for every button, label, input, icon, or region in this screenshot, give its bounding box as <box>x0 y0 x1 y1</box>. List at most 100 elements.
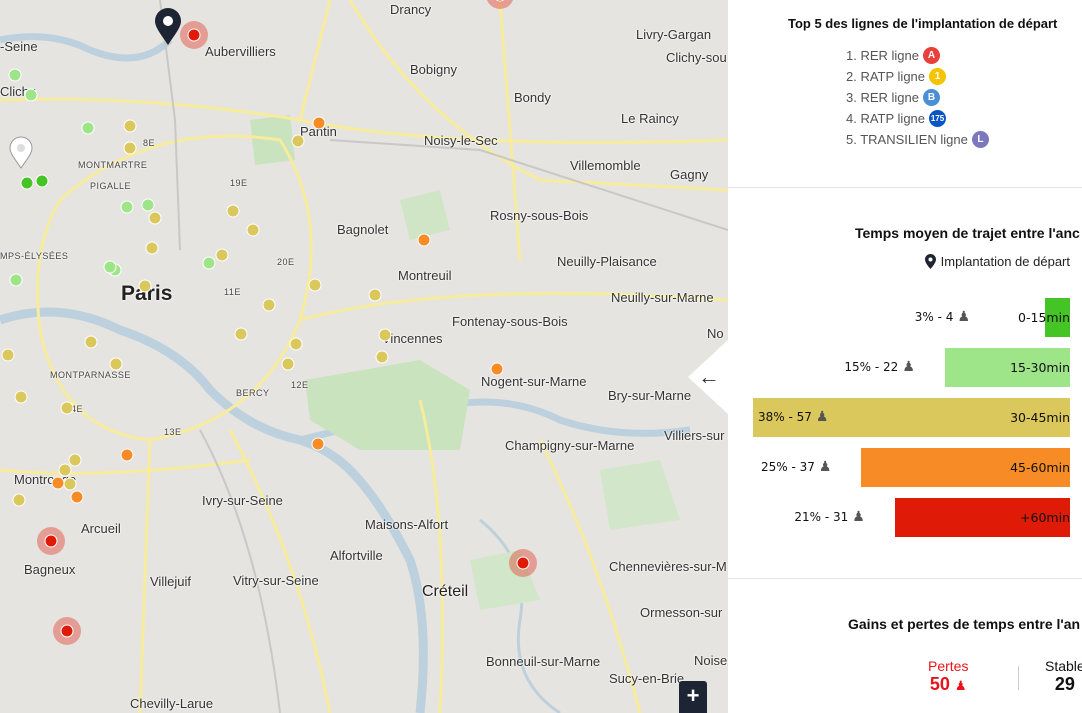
bar <box>1044 298 1070 337</box>
stable-stat: Stable 29 <box>1045 658 1082 695</box>
bar <box>861 448 1070 487</box>
place-label: PIGALLE <box>90 181 132 191</box>
map-marker[interactable] <box>246 223 260 237</box>
map-marker[interactable] <box>81 121 95 135</box>
place-label: 20E <box>277 257 295 267</box>
top-line-item: 3. RER ligne B <box>846 87 989 108</box>
map-marker-cluster[interactable] <box>180 21 208 49</box>
map-marker[interactable] <box>262 298 276 312</box>
place-label: Paris <box>121 282 173 305</box>
map-pin-icon <box>924 254 936 269</box>
person-icon: ♟ <box>957 309 970 325</box>
place-label: Livry-Gargan <box>636 27 712 42</box>
map-marker[interactable] <box>312 116 326 130</box>
bar-value: 21% - 31 <box>794 510 849 524</box>
place-label: Champigny-sur-Marne <box>505 438 635 453</box>
place-label: Nogent-sur-Marne <box>481 374 587 389</box>
map-marker[interactable] <box>311 437 325 451</box>
map-marker[interactable] <box>291 134 305 148</box>
place-label: 4E <box>71 404 84 414</box>
line-label: 4. RATP ligne <box>846 111 926 126</box>
place-label: Sucy-en-Brie <box>609 671 685 686</box>
map-marker[interactable] <box>20 176 34 190</box>
zoom-in-button[interactable]: + <box>679 681 707 713</box>
map[interactable]: Drancy Aubervilliers Livry-Gargan Clichy-so… <box>0 0 728 713</box>
map-marker[interactable] <box>8 68 22 82</box>
map-marker[interactable] <box>14 390 28 404</box>
place-label: No <box>707 326 724 341</box>
place-label: 8E <box>143 138 156 148</box>
map-pin-icon[interactable] <box>9 136 33 169</box>
place-label: Fontenay-sous-Bois <box>452 314 568 329</box>
map-marker[interactable] <box>289 337 303 351</box>
map-marker[interactable] <box>141 198 155 212</box>
map-marker[interactable] <box>145 241 159 255</box>
top-lines-title: Top 5 des lignes de l'implantation de dé… <box>788 16 1058 31</box>
map-marker[interactable] <box>123 141 137 155</box>
map-marker[interactable] <box>226 204 240 218</box>
map-marker-cluster[interactable] <box>53 617 81 645</box>
place-label: Rosny-sous-Bois <box>490 208 589 223</box>
place-label: Ormesson-sur <box>640 605 723 620</box>
bar-category: 0-15min <box>1018 310 1070 325</box>
map-marker[interactable] <box>368 288 382 302</box>
place-label: Créteil <box>422 583 469 600</box>
bar-value-label: 25% - 37 ♟ <box>761 448 831 487</box>
map-marker[interactable] <box>35 174 49 188</box>
map-marker[interactable] <box>63 477 77 491</box>
map-marker-cluster[interactable] <box>486 0 514 9</box>
place-label: Villiers-sur <box>664 428 725 443</box>
map-marker[interactable] <box>308 278 322 292</box>
map-marker[interactable] <box>1 348 15 362</box>
arrow-left-icon: ← <box>698 364 720 389</box>
map-marker[interactable] <box>109 357 123 371</box>
gains-title: Gains et pertes de temps entre l'an <box>848 616 1081 632</box>
map-marker[interactable] <box>375 350 389 364</box>
map-marker[interactable] <box>123 119 137 133</box>
stable-value: 29 <box>1054 674 1075 694</box>
map-marker[interactable] <box>12 493 26 507</box>
place-label: Le Raincy <box>621 111 679 126</box>
map-marker[interactable] <box>490 362 504 376</box>
map-marker[interactable] <box>281 357 295 371</box>
map-marker-cluster[interactable] <box>509 549 537 577</box>
map-marker[interactable] <box>120 448 134 462</box>
line-badge: A <box>922 47 940 64</box>
line-label: 2. RATP ligne <box>846 69 926 84</box>
map-marker[interactable] <box>148 211 162 225</box>
place-label: Noisy-le-Sec <box>424 133 498 148</box>
map-marker[interactable] <box>234 327 248 341</box>
place-label: MPS-ÉLYSÉES <box>0 251 69 261</box>
map-marker[interactable] <box>58 463 72 477</box>
map-pin-icon[interactable] <box>155 8 181 45</box>
map-marker[interactable] <box>24 88 38 102</box>
map-marker[interactable] <box>138 279 152 293</box>
place-label: Chennevières-sur-M <box>609 559 727 574</box>
place-label: Noise <box>694 653 728 668</box>
map-marker[interactable] <box>68 453 82 467</box>
place-label: Vincennes <box>382 331 443 346</box>
stable-label: Stable <box>1045 658 1082 674</box>
map-marker[interactable] <box>84 335 98 349</box>
map-marker-cluster[interactable] <box>37 527 65 555</box>
map-marker[interactable] <box>60 401 74 415</box>
bar <box>944 348 1070 387</box>
map-base <box>0 0 728 713</box>
place-label: 12E <box>291 380 309 390</box>
map-marker[interactable] <box>9 273 23 287</box>
map-marker[interactable] <box>215 248 229 262</box>
top-line-item: 4. RATP ligne 175 <box>846 108 989 129</box>
person-icon: ♟ <box>902 359 915 375</box>
map-marker[interactable] <box>417 233 431 247</box>
divider <box>728 578 1082 579</box>
top-line-item: 1. RER ligne A <box>846 45 989 66</box>
map-marker[interactable] <box>103 260 117 274</box>
map-marker[interactable] <box>51 476 65 490</box>
place-label: Pantin <box>300 124 337 139</box>
map-marker[interactable] <box>120 200 134 214</box>
pertes-value: 50 <box>929 674 950 694</box>
map-marker[interactable] <box>70 490 84 504</box>
map-marker[interactable] <box>202 256 216 270</box>
map-marker[interactable] <box>378 328 392 342</box>
legend-label: Implantation de départ <box>940 254 1070 269</box>
